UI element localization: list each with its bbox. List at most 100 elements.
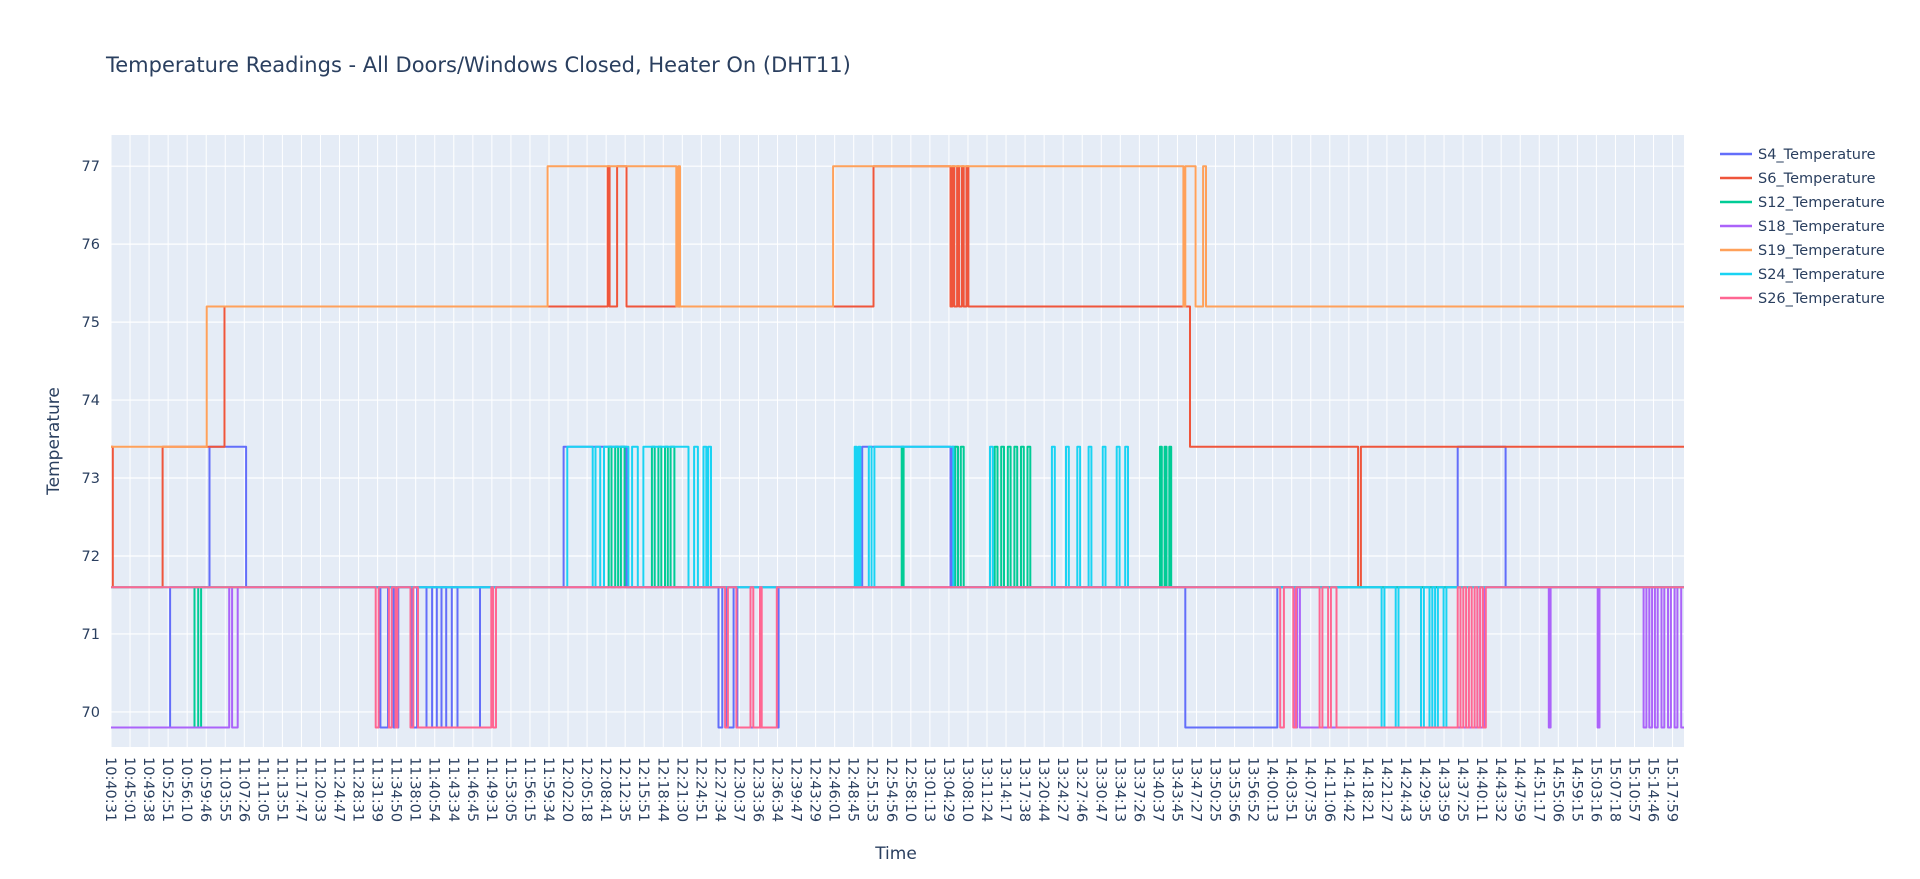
x-tick-label: 11:34:50 [388, 757, 404, 822]
y-tick-label: 72 [82, 549, 100, 565]
x-tick-label: 10:45:01 [121, 757, 137, 822]
y-tick-label: 70 [82, 705, 100, 721]
x-tick-label: 11:38:01 [407, 757, 423, 822]
x-tick-label: 12:46:01 [826, 757, 842, 822]
y-tick-label: 73 [82, 471, 100, 487]
x-gridlines [110, 135, 1674, 747]
x-tick-label: 14:24:43 [1397, 757, 1413, 822]
legend-label: S18_Temperature [1758, 219, 1885, 235]
x-tick-label: 13:27:46 [1073, 757, 1089, 822]
x-tick-label: 11:20:33 [311, 757, 327, 822]
legend-label: S26_Temperature [1758, 291, 1885, 307]
x-tick-label: 12:58:10 [902, 757, 918, 822]
legend-item[interactable]: S19_Temperature [1720, 243, 1885, 259]
x-tick-label: 13:47:27 [1187, 757, 1203, 822]
x-tick-label: 13:01:13 [921, 757, 937, 822]
legend-label: S4_Temperature [1758, 147, 1876, 163]
x-tick-label: 11:03:55 [216, 757, 232, 822]
x-tick-label: 13:24:27 [1054, 757, 1070, 822]
x-tick-label: 13:50:25 [1207, 757, 1223, 822]
x-tick-label: 12:18:44 [654, 757, 670, 822]
x-tick-label: 11:17:47 [292, 757, 308, 822]
x-tick-label: 10:56:10 [178, 757, 194, 822]
x-tick-label: 13:20:44 [1035, 757, 1051, 822]
x-tick-label: 12:24:51 [692, 757, 708, 822]
x-tick-label: 11:13:51 [273, 757, 289, 822]
legend-item[interactable]: S6_Temperature [1720, 171, 1876, 187]
x-tick-label: 13:30:47 [1092, 757, 1108, 822]
y-axis-ticks: 70 71 72 73 74 75 76 77 [82, 159, 100, 721]
x-tick-label: 11:07:26 [235, 757, 251, 822]
x-tick-label: 15:07:18 [1606, 757, 1622, 822]
x-tick-label: 14:21:27 [1378, 757, 1394, 822]
x-tick-label: 11:46:45 [464, 757, 480, 822]
x-tick-label: 13:53:56 [1226, 757, 1242, 822]
x-tick-label: 13:14:17 [997, 757, 1013, 822]
y-axis-title: Temperature [44, 387, 64, 496]
y-tick-label: 75 [82, 315, 100, 331]
x-tick-label: 11:49:31 [483, 757, 499, 822]
legend-item[interactable]: S12_Temperature [1720, 195, 1885, 211]
x-tick-label: 11:56:15 [521, 757, 537, 822]
x-tick-label: 10:49:38 [140, 757, 156, 822]
x-tick-label: 13:43:45 [1168, 757, 1184, 822]
x-tick-label: 14:37:25 [1454, 757, 1470, 822]
x-tick-label: 15:17:59 [1664, 757, 1680, 822]
x-tick-label: 12:05:18 [578, 757, 594, 822]
x-tick-label: 10:59:46 [197, 757, 213, 822]
x-tick-label: 10:40:31 [102, 757, 118, 822]
x-tick-label: 12:27:34 [711, 757, 727, 822]
legend-item[interactable]: S18_Temperature [1720, 219, 1885, 235]
x-tick-label: 15:14:46 [1645, 757, 1661, 822]
series-lines [111, 165, 1684, 729]
x-tick-label: 11:40:54 [426, 757, 442, 822]
x-tick-label: 15:03:16 [1587, 757, 1603, 822]
x-tick-label: 14:03:51 [1283, 757, 1299, 822]
legend[interactable]: S4_Temperature S6_Temperature S12_Temperat… [1720, 147, 1885, 307]
x-tick-label: 11:59:34 [540, 757, 556, 822]
x-tick-label: 12:08:41 [597, 757, 613, 822]
x-tick-label: 14:40:11 [1473, 757, 1489, 822]
x-tick-label: 14:29:35 [1416, 757, 1432, 822]
x-tick-label: 12:33:36 [749, 757, 765, 822]
x-axis-ticks: 10:40:31 10:45:01 10:49:38 10:52:51 10:56:10… [102, 757, 1680, 822]
plot-area [111, 135, 1684, 747]
x-tick-label: 11:31:39 [369, 757, 385, 822]
legend-label: S12_Temperature [1758, 195, 1885, 211]
x-tick-label: 11:43:34 [445, 757, 461, 822]
x-tick-label: 15:10:57 [1625, 757, 1641, 822]
x-tick-label: 11:24:47 [331, 757, 347, 822]
x-tick-label: 14:59:15 [1568, 757, 1584, 822]
x-tick-label: 14:14:42 [1340, 757, 1356, 822]
x-tick-label: 14:47:59 [1511, 757, 1527, 822]
x-tick-label: 12:12:35 [616, 757, 632, 822]
legend-item[interactable]: S24_Temperature [1720, 267, 1885, 283]
x-tick-label: 13:40:37 [1149, 757, 1165, 822]
x-tick-label: 12:43:29 [807, 757, 823, 822]
x-tick-label: 12:21:30 [673, 757, 689, 822]
y-tick-label: 74 [82, 393, 100, 409]
legend-item[interactable]: S26_Temperature [1720, 291, 1885, 307]
chart-title: Temperature Readings - All Doors/Windows… [105, 53, 851, 77]
x-tick-label: 13:11:24 [978, 757, 994, 822]
legend-label: S6_Temperature [1758, 171, 1876, 187]
x-tick-label: 14:51:17 [1530, 757, 1546, 822]
x-tick-label: 13:17:38 [1016, 757, 1032, 822]
x-tick-label: 12:02:20 [559, 757, 575, 822]
x-tick-label: 13:56:52 [1245, 757, 1261, 822]
x-tick-label: 13:37:26 [1130, 757, 1146, 822]
x-tick-label: 11:28:31 [350, 757, 366, 822]
x-tick-label: 13:04:29 [940, 757, 956, 822]
legend-label: S19_Temperature [1758, 243, 1885, 259]
x-tick-label: 14:33:59 [1435, 757, 1451, 822]
x-tick-label: 12:39:47 [788, 757, 804, 822]
y-tick-label: 76 [82, 237, 100, 253]
legend-item[interactable]: S4_Temperature [1720, 147, 1876, 163]
x-tick-label: 14:55:06 [1549, 757, 1565, 822]
x-tick-label: 14:07:35 [1302, 757, 1318, 822]
x-tick-label: 12:51:53 [864, 757, 880, 822]
x-tick-label: 11:53:05 [502, 757, 518, 822]
x-tick-label: 12:54:56 [883, 757, 899, 822]
x-axis-title: Time [874, 844, 917, 864]
